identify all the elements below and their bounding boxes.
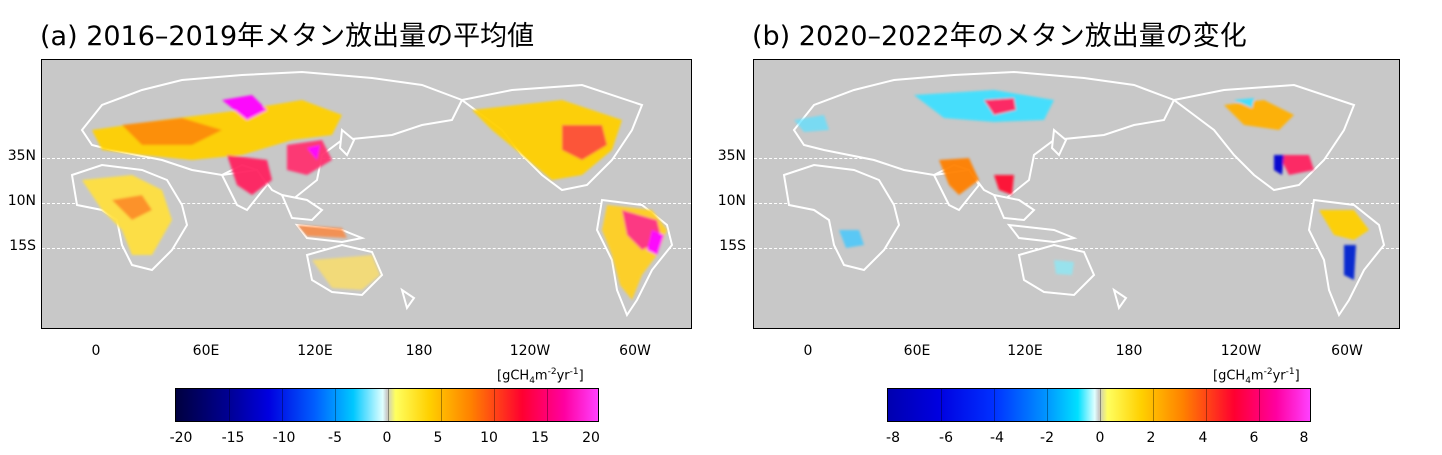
panel-a-cbar-tick: -20 [169,430,193,446]
panel-a-cbar-tick: -10 [272,430,296,446]
panel-b-map-layer [782,70,1386,318]
panel-b-lon-120w: 120W [1220,343,1262,359]
panel-a-colorbar [175,388,599,422]
panel-b-lat-10n: 10N [717,193,746,209]
lat-line-35n [42,158,691,159]
panel-b-cbar-tick: 2 [1146,430,1156,446]
panel-a-cbar-tick: 20 [582,430,600,446]
panel-b-lat-35n: 35N [717,148,746,164]
panel-b-cbar-tick: 0 [1095,430,1105,446]
panel-b-colorbar-unit: [gCH4m-2yr-1] [1213,367,1300,386]
panel-a-colorbar-unit: [gCH4m-2yr-1] [497,367,584,386]
panel-b-cbar-tick: 4 [1198,430,1208,446]
panel-a-lon-60e: 60E [192,343,220,359]
lat-line-15s [754,248,1399,249]
panel-a-lon-120w: 120W [509,343,551,359]
panel-b-map [753,59,1400,329]
lat-line-10n [754,203,1399,204]
panel-b-lat-15s: 15S [719,238,746,254]
panel-b-lon-120e: 120E [1007,343,1043,359]
lat-line-10n [42,203,691,204]
panel-b-cbar-tick: 6 [1249,430,1259,446]
panel-a-lon-60w: 60W [619,343,651,359]
panel-a-cbar-tick: -15 [221,430,245,446]
panel-a-cbar-tick: 0 [382,430,392,446]
panel-b-cbar-tick: -6 [939,430,953,446]
panel-b-cbar-tick: 8 [1299,430,1309,446]
panel-a-title: (a) 2016–2019年メタン放出量の平均値 [40,21,535,52]
panel-a-map-layer [70,70,674,318]
panel-a-lat-15s: 15S [9,238,36,254]
panel-b-lon-0: 0 [803,343,813,359]
lat-line-35n [754,158,1399,159]
panel-a-lat-35n: 35N [7,148,36,164]
panel-b-cbar-tick: -8 [886,430,900,446]
panel-b-title: (b) 2020–2022年のメタン放出量の変化 [752,21,1247,52]
panel-b-colorbar [887,388,1311,422]
panel-a-lat-10n: 10N [7,193,36,209]
lat-line-15s [42,248,691,249]
panel-a-cbar-tick: -5 [328,430,342,446]
panel-b-lon-180: 180 [1115,343,1143,359]
panel-a-lon-180: 180 [405,343,433,359]
panel-a-cbar-tick: 10 [480,430,498,446]
panel-a-map [41,59,692,329]
panel-b-cbar-tick: -4 [990,430,1004,446]
panel-a-lon-0: 0 [91,343,101,359]
panel-b-lon-60e: 60E [903,343,931,359]
panel-a-cbar-tick: 5 [433,430,443,446]
panel-a-lon-120e: 120E [297,343,333,359]
panel-b-lon-60w: 60W [1331,343,1363,359]
panel-a-cbar-tick: 15 [531,430,549,446]
panel-b-cbar-tick: -2 [1040,430,1054,446]
